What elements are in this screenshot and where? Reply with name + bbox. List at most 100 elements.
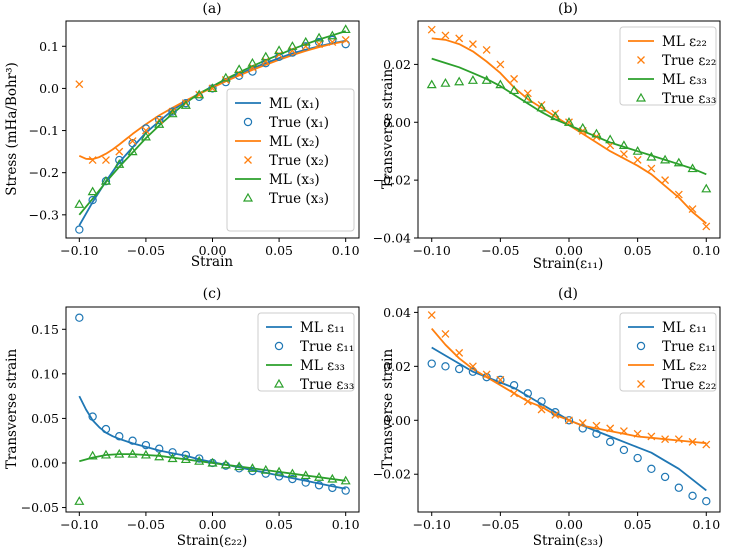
- p3-data-point: [115, 432, 124, 441]
- p1-data-point: [234, 64, 245, 74]
- panel-c: (c) −0.10 −0.05 0.00 0.05 0.10−0.050.000.050…: [4, 286, 360, 549]
- p4-data-point: [605, 437, 615, 447]
- p4-data-point: [537, 397, 546, 406]
- p1-data-point: [314, 37, 324, 47]
- p2-data-point: [495, 79, 506, 89]
- p3-data-point: [234, 461, 245, 471]
- p2-data-point: [701, 183, 712, 193]
- p3-data-point: [274, 472, 284, 481]
- p1-data-point: [301, 42, 310, 51]
- legend-label-true-x1: True (x₁): [269, 115, 329, 131]
- p4-data-point: [537, 405, 546, 414]
- p2-data-point: [536, 102, 547, 112]
- p1-data-point: [88, 156, 97, 165]
- p3-data-point: [220, 459, 231, 469]
- p4-data-point: [592, 429, 601, 438]
- p2-xtick-label: 0.05: [624, 243, 652, 258]
- p1-data-point: [195, 90, 204, 99]
- p1-data-point: [340, 24, 351, 34]
- p3-series-line: [79, 453, 346, 482]
- p1-data-point: [327, 30, 338, 40]
- legend-label-ml-e11: ML ε₁₁: [300, 320, 345, 336]
- p2-ytick-label: 0.00: [383, 115, 411, 130]
- p3-data-point: [167, 453, 178, 463]
- p2-data-point: [577, 122, 588, 132]
- p1-xtick-label: −0.05: [127, 243, 165, 258]
- legend-marker-true-e11: [274, 341, 284, 351]
- legend-label-true-e22: True ε₂₂: [662, 53, 716, 69]
- p1-data-point: [328, 35, 337, 45]
- p3-data-point: [340, 475, 351, 485]
- p3-data-point: [341, 486, 350, 495]
- legend-label-ml-x3: ML (x₃): [269, 172, 320, 188]
- p3-xtick-label: 0.05: [265, 517, 293, 532]
- p4-data-point: [619, 445, 629, 455]
- p2-data-point: [468, 40, 477, 49]
- legend-marker-true-e33: [635, 92, 647, 102]
- p4-data-point: [578, 424, 587, 433]
- p1-data-point: [100, 175, 111, 185]
- p4-ytick-label: 0.02: [383, 359, 411, 374]
- panel-a-title: (a): [202, 1, 221, 17]
- p3-xtick-label: −0.10: [60, 517, 98, 532]
- p4-ytick-label: 0.00: [383, 413, 411, 428]
- p4-data-point: [647, 464, 656, 474]
- p1-data-point: [140, 131, 151, 141]
- p1-data-point: [155, 115, 164, 125]
- p4-data-point: [674, 483, 684, 492]
- p4-data-point: [564, 416, 574, 425]
- p1-ytick-label: −0.3: [29, 207, 59, 222]
- p1-data-point: [248, 63, 257, 72]
- p3-data-point: [314, 472, 325, 481]
- p3-xtick-label: −0.05: [127, 517, 165, 532]
- p1-data-point: [341, 36, 350, 44]
- panel-b-xlabel: Strain(ε₁₁): [533, 256, 604, 272]
- p3-data-point: [207, 457, 218, 467]
- panel-b-ylabel: Transverse strain: [380, 69, 396, 190]
- p3-data-point: [87, 450, 98, 460]
- p2-data-point: [632, 145, 643, 155]
- p2-xtick-label: −0.05: [481, 243, 519, 258]
- p1-data-point: [207, 83, 218, 93]
- p2-data-point: [605, 134, 616, 144]
- p4-xtick-label: 0.05: [624, 517, 652, 532]
- p4-data-point: [441, 362, 450, 371]
- panel-d-ylabel: Transverse strain: [380, 349, 396, 470]
- p1-data-point: [141, 126, 150, 135]
- p3-ytick-label: 0.10: [31, 366, 59, 381]
- p1-data-point: [288, 46, 297, 55]
- p1-data-point: [75, 80, 84, 89]
- p3-data-point: [274, 466, 285, 476]
- p4-ytick-label: −0.02: [373, 467, 411, 482]
- panel-a-ylabel: Stress (mHa/Bohr³): [4, 62, 20, 196]
- p3-ytick-label: 0.05: [31, 411, 59, 426]
- p3-ytick-label: 0.15: [31, 322, 59, 337]
- p1-ytick-label: 0.0: [39, 81, 59, 96]
- p3-data-point: [180, 454, 191, 464]
- p1-data-point: [235, 69, 244, 78]
- p4-data-point: [468, 367, 478, 376]
- p2-data-point: [482, 45, 491, 54]
- p3-data-point: [328, 483, 337, 493]
- p4-data-point: [702, 497, 711, 506]
- p2-data-point: [550, 111, 561, 121]
- p4-data-point: [454, 364, 464, 374]
- p2-data-point: [688, 205, 697, 214]
- p3-data-point: [75, 313, 84, 322]
- p1-xtick-label: 0.05: [265, 243, 293, 258]
- p4-data-point: [523, 397, 532, 406]
- panel-a-legend: ML (x₁) True (x₁) ML (x₂) True (x₂) ML (…: [226, 88, 355, 232]
- p1-data-point: [115, 147, 124, 156]
- p1-data-point: [300, 36, 311, 46]
- p1-ytick-label: 0.1: [39, 39, 59, 54]
- panel-d-xlabel: Strain(ε₃₃): [533, 533, 604, 549]
- p4-data-point: [510, 389, 519, 398]
- legend-label-ml-e22: ML ε₂₂: [662, 358, 707, 374]
- p4-data-point: [496, 375, 505, 385]
- p1-xtick-label: −0.10: [60, 243, 98, 258]
- p1-ytick-label: −0.2: [29, 165, 59, 180]
- p4-data-point: [647, 432, 656, 441]
- p1-data-point: [274, 45, 285, 55]
- p1-data-point: [221, 77, 231, 87]
- p1-data-point: [167, 108, 178, 118]
